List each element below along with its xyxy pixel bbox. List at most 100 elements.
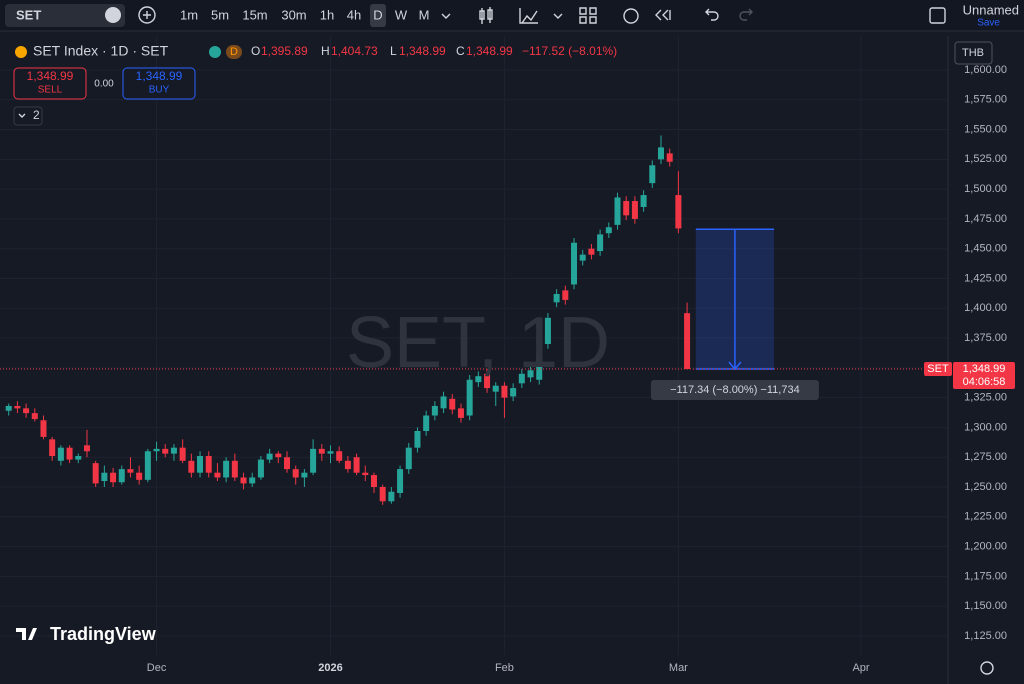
low-label: L xyxy=(390,44,397,58)
symbol-search[interactable] xyxy=(5,4,125,27)
alert[interactable] xyxy=(623,8,639,24)
buy-price[interactable]: 1,348.99 xyxy=(136,69,183,83)
candle-body xyxy=(536,358,543,380)
replay[interactable] xyxy=(655,9,671,21)
symbol-icon[interactable] xyxy=(105,7,121,23)
candle-body xyxy=(223,460,230,478)
candle-body xyxy=(284,457,291,470)
candle-body xyxy=(379,486,386,502)
y-tick-label: 1,450.00 xyxy=(964,243,1007,255)
candle-body xyxy=(92,463,99,484)
candle-body xyxy=(257,459,264,478)
candle-body xyxy=(388,491,395,502)
indicators-toggle[interactable] xyxy=(13,106,43,126)
candle-body xyxy=(666,153,673,162)
high-label: H xyxy=(321,44,330,58)
settings[interactable] xyxy=(980,661,994,675)
change-value: −117.52 (−8.01%) xyxy=(522,44,617,58)
buy-label[interactable]: BUY xyxy=(149,85,170,96)
candle-body xyxy=(344,460,351,470)
interval[interactable]: 1m xyxy=(180,7,198,22)
y-tick-label: 1,300.00 xyxy=(964,421,1007,433)
currency-box[interactable] xyxy=(954,41,993,65)
candle-body xyxy=(571,242,578,285)
low-value: 1,348.99 xyxy=(399,44,446,58)
x-tick-label: Apr xyxy=(852,662,869,674)
candle-body xyxy=(501,385,508,398)
candle-body xyxy=(118,469,125,483)
candle-body xyxy=(579,254,586,261)
countdown: 04:06:58 xyxy=(963,376,1006,388)
layouts[interactable] xyxy=(579,7,597,24)
legend-title[interactable]: SET Index · 1D · SET xyxy=(33,43,169,59)
symbol-tag-text: SET xyxy=(927,363,949,375)
sell-label[interactable]: SELL xyxy=(38,85,63,96)
candle-body xyxy=(318,448,325,454)
candle-body xyxy=(110,472,117,483)
candle-body xyxy=(292,469,299,478)
interval[interactable]: W xyxy=(395,7,408,22)
x-tick-label: 2026 xyxy=(318,662,342,674)
undo[interactable] xyxy=(705,8,719,21)
interval[interactable]: M xyxy=(419,7,430,22)
candle-body xyxy=(144,451,151,480)
candle-body xyxy=(66,447,73,460)
symbol[interactable]: SET xyxy=(16,7,41,22)
save[interactable]: Save xyxy=(977,18,1000,29)
candle-body xyxy=(423,415,430,431)
interval[interactable]: 15m xyxy=(242,7,267,22)
x-tick-label: Dec xyxy=(147,662,167,674)
y-tick-label: 1,525.00 xyxy=(964,153,1007,165)
candle-body xyxy=(649,165,656,184)
layout-toggle[interactable] xyxy=(929,7,946,24)
symbol-tag xyxy=(924,362,952,377)
chart-type[interactable] xyxy=(479,7,493,24)
interval[interactable]: 4h xyxy=(347,7,361,22)
y-tick-label: 1,425.00 xyxy=(964,272,1007,284)
y-tick-label: 1,575.00 xyxy=(964,94,1007,106)
candle-body xyxy=(214,472,221,478)
x-tick-label: Feb xyxy=(495,662,514,674)
indicators[interactable] xyxy=(519,8,538,24)
sell-price[interactable]: 1,348.99 xyxy=(27,69,74,83)
candle-body xyxy=(675,195,682,229)
candle-body xyxy=(336,451,343,461)
open-value: 1,395.89 xyxy=(261,44,308,58)
sell-button[interactable] xyxy=(13,67,87,100)
interval[interactable]: 5m xyxy=(211,7,229,22)
y-tick-label: 1,150.00 xyxy=(964,600,1007,612)
y-tick-label: 1,250.00 xyxy=(964,481,1007,493)
y-tick-label: 1,225.00 xyxy=(964,511,1007,523)
indicators-count[interactable]: 2 xyxy=(33,108,40,122)
plot-area xyxy=(0,36,949,684)
interval[interactable]: 1h xyxy=(320,7,334,22)
add-symbol-plus xyxy=(143,11,151,19)
candle-body xyxy=(684,313,691,370)
candle-body xyxy=(631,201,638,219)
y-tick-label: 1,500.00 xyxy=(964,183,1007,195)
buy-button[interactable] xyxy=(122,67,196,100)
badge xyxy=(226,45,242,59)
interval[interactable]: 30m xyxy=(281,7,306,22)
candle-body xyxy=(397,469,404,493)
candle-body xyxy=(301,472,308,478)
y-tick-label: 1,600.00 xyxy=(964,64,1007,76)
spread: 0.00 xyxy=(94,79,114,90)
candle-body xyxy=(23,408,30,414)
interval[interactable]: D xyxy=(373,7,382,22)
currency[interactable]: THB xyxy=(962,47,984,59)
candle-body xyxy=(179,447,186,461)
dropdown[interactable] xyxy=(553,13,563,19)
candle-body xyxy=(31,413,38,420)
badge-text: D xyxy=(230,46,238,58)
candle-body xyxy=(127,469,134,473)
layout-name[interactable]: Unnamed xyxy=(963,2,1019,17)
add-symbol[interactable] xyxy=(138,6,156,24)
candle-body xyxy=(457,408,464,418)
candle-body xyxy=(484,373,491,389)
candle-body xyxy=(153,448,160,452)
interval-menu xyxy=(441,13,451,19)
candle-body xyxy=(623,201,630,216)
